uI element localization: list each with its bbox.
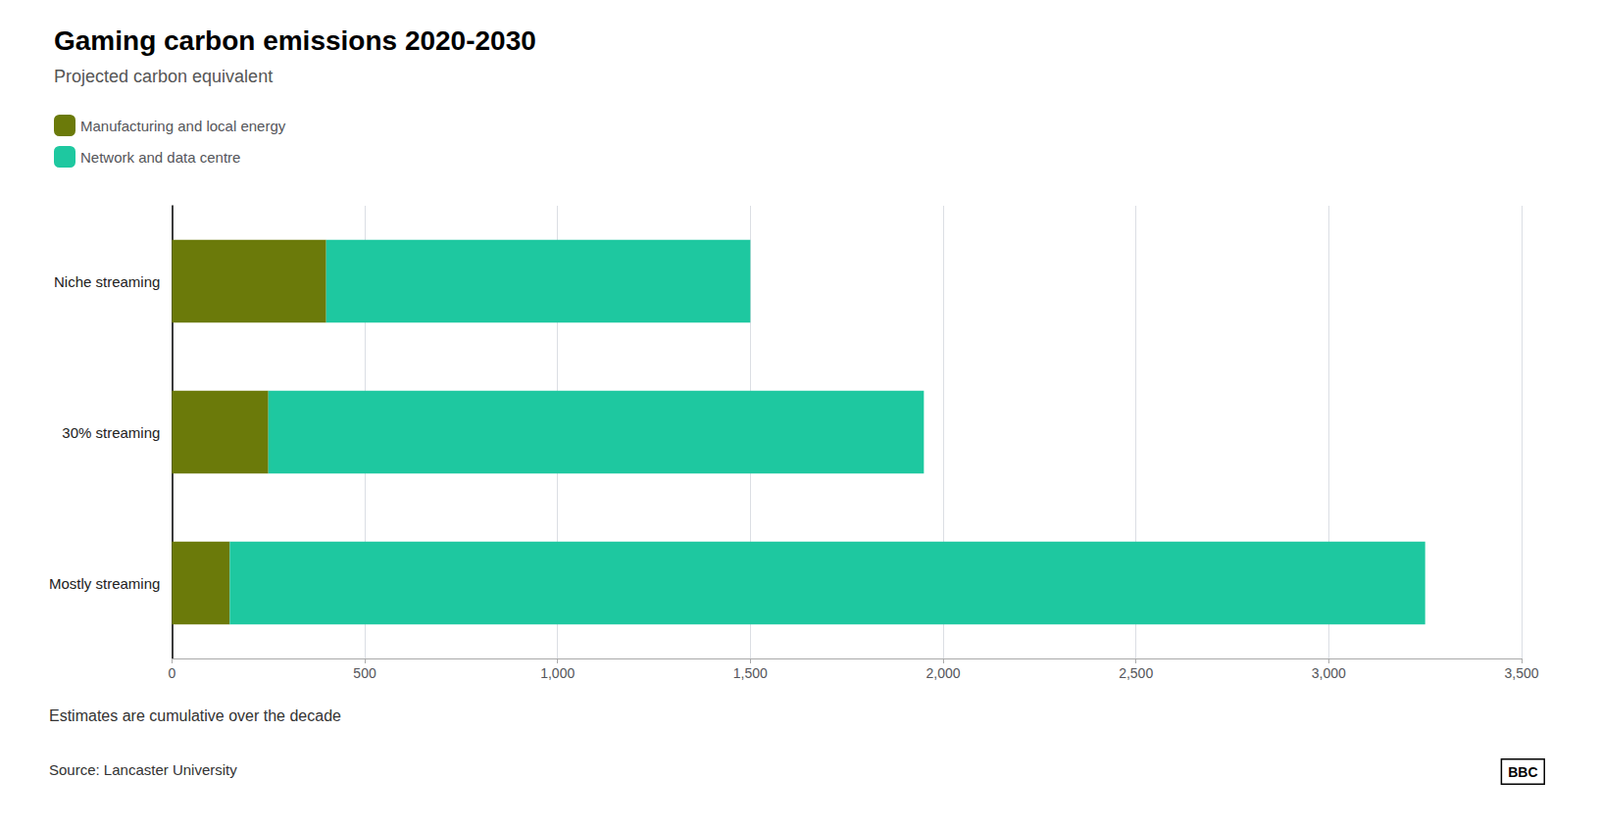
svg-text:Gaming carbon emissions 2020-2: Gaming carbon emissions 2020-2030	[53, 25, 537, 56]
svg-text:0: 0	[167, 665, 176, 682]
svg-text:500: 500	[352, 665, 377, 682]
svg-text:2,000: 2,000	[925, 665, 960, 682]
svg-text:Niche streaming: Niche streaming	[53, 273, 160, 291]
svg-text:Source: Lancaster University: Source: Lancaster University	[49, 761, 238, 779]
svg-text:Network and data centre: Network and data centre	[80, 149, 241, 166]
svg-text:Manufacturing and local energy: Manufacturing and local energy	[80, 117, 287, 135]
svg-text:3,500: 3,500	[1503, 665, 1539, 682]
svg-text:Mostly streaming: Mostly streaming	[49, 575, 160, 593]
svg-text:1,000: 1,000	[540, 665, 575, 682]
svg-text:3,000: 3,000	[1311, 665, 1347, 682]
svg-text:1,500: 1,500	[733, 665, 768, 682]
svg-text:BBC: BBC	[1507, 764, 1538, 781]
svg-text:30% streaming: 30% streaming	[61, 424, 160, 442]
svg-text:Projected carbon equivalent: Projected carbon equivalent	[53, 66, 273, 87]
svg-text:Estimates are cumulative over: Estimates are cumulative over the decade	[49, 707, 342, 725]
svg-text:2,500: 2,500	[1118, 665, 1153, 682]
